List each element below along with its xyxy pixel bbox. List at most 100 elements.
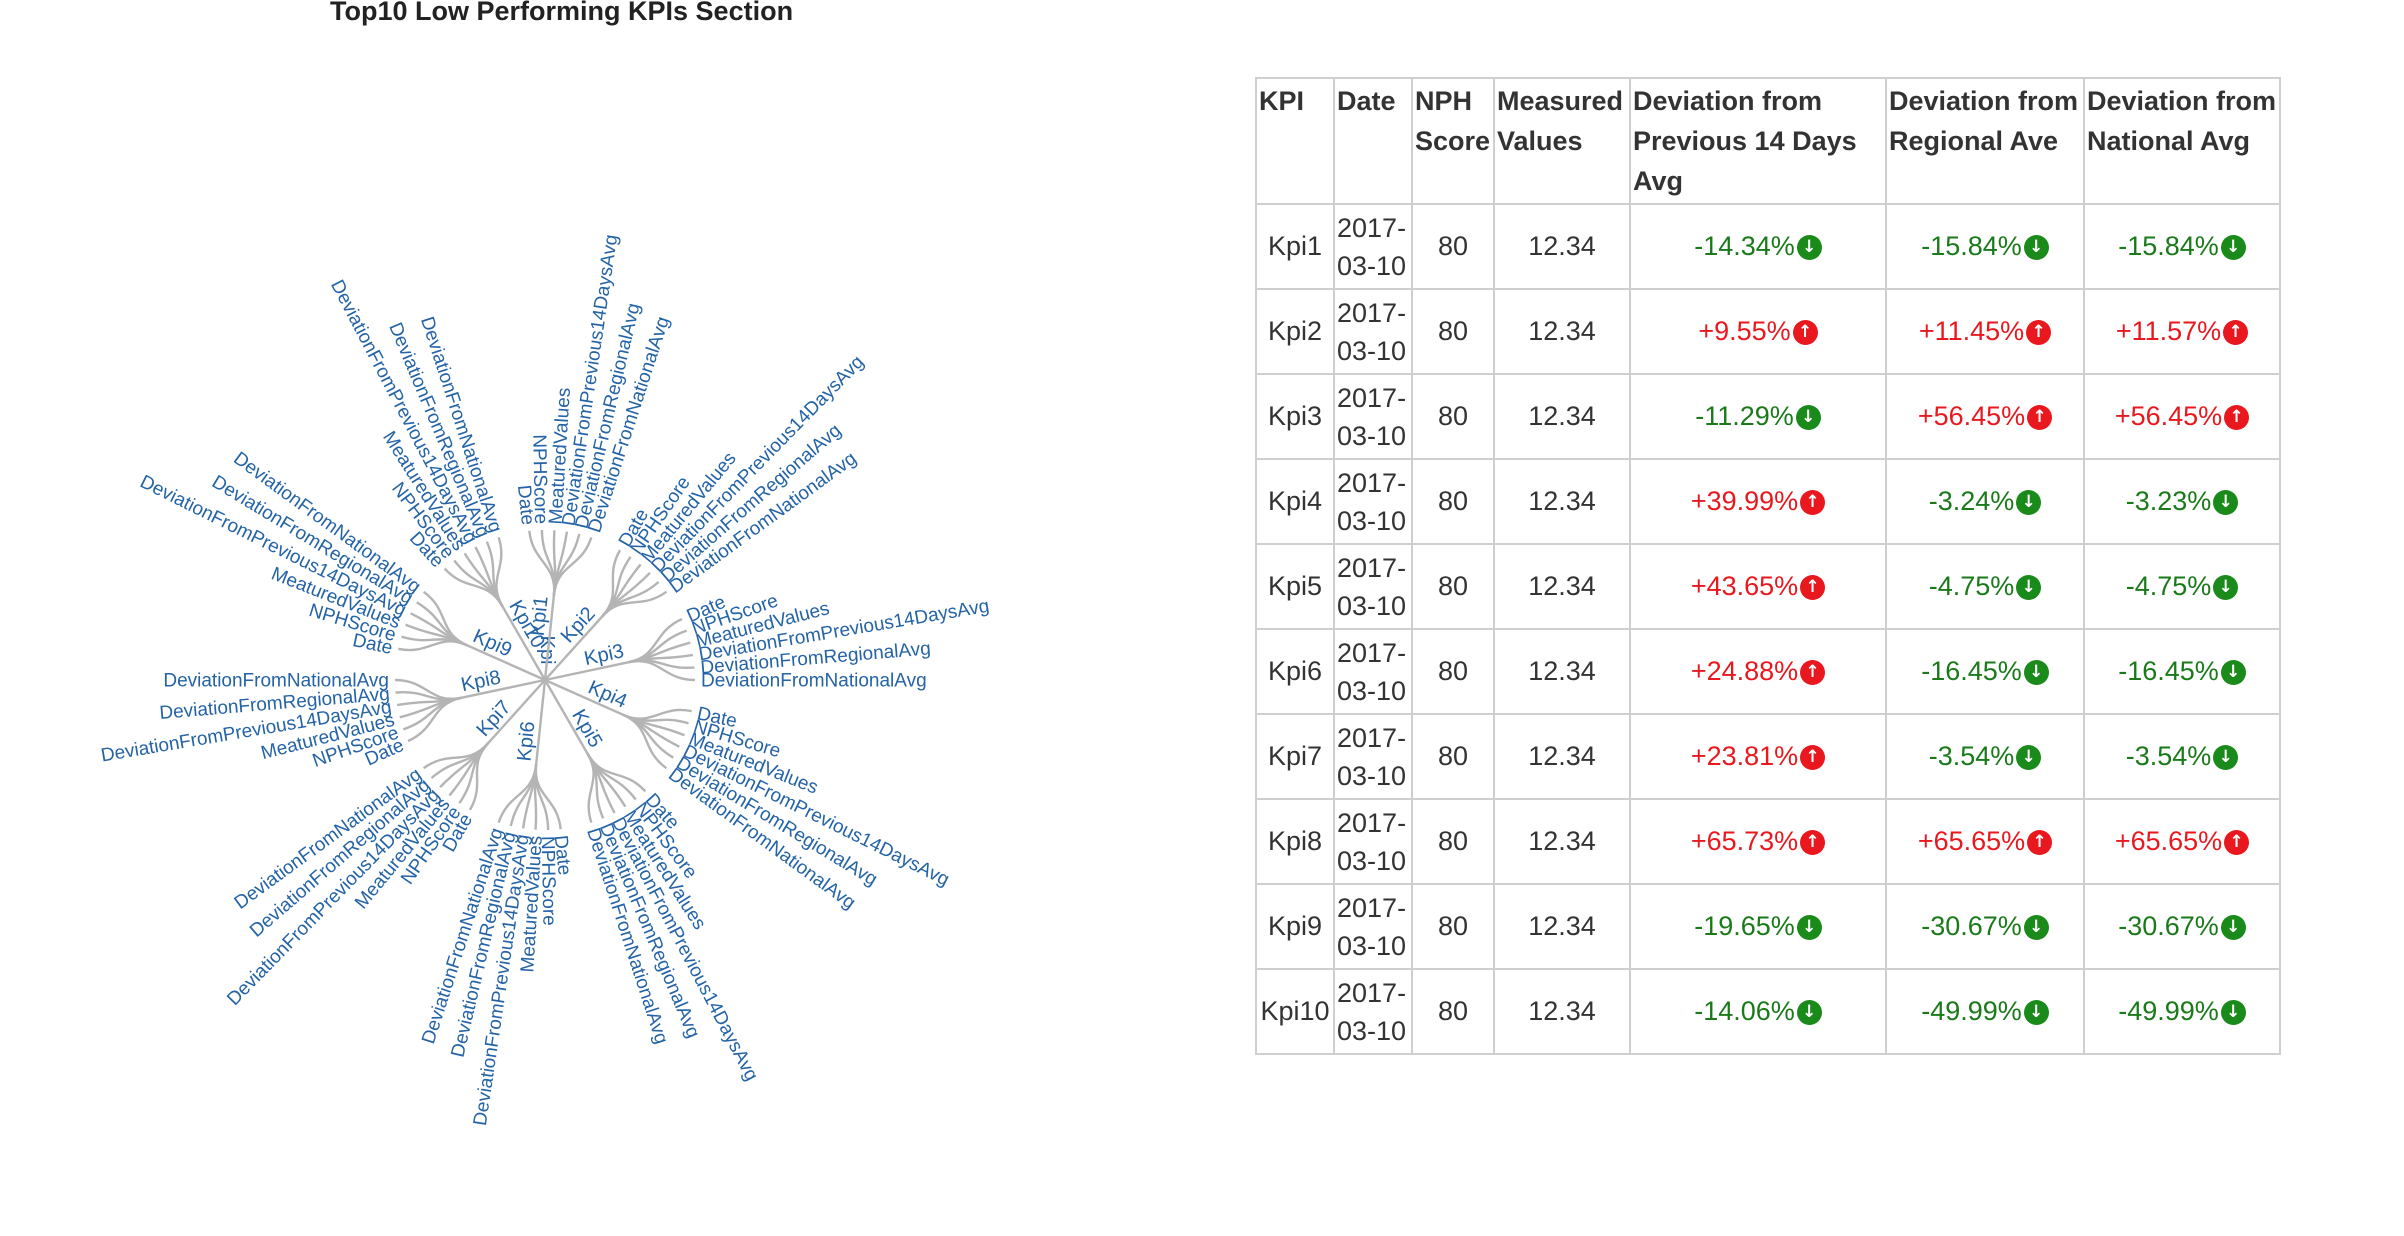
cell-nph-score: 80	[1411, 628, 1495, 715]
cell-nph-score: 80	[1411, 543, 1495, 630]
arrow-up-circle-icon: ↑	[1792, 320, 1818, 345]
date-part: 03-10	[1337, 760, 1407, 791]
cell-deviation-previous: +65.73% ↑	[1629, 798, 1887, 885]
cell-kpi: Kpi2	[1255, 288, 1335, 375]
cell-deviation-national: -15.84% ↓	[2083, 203, 2281, 290]
cell-kpi: Kpi8	[1255, 798, 1335, 885]
arrow-up-circle-icon: ↑	[1800, 490, 1826, 515]
cell-measured-values: 12.34	[1493, 628, 1631, 715]
date-part: 03-10	[1337, 420, 1407, 451]
deviation-value: +65.73%	[1690, 826, 1799, 856]
tree-kpi-label: Kpi3	[582, 640, 626, 670]
deviation-value: -3.23%	[2125, 486, 2212, 516]
table-row: Kpi9 2017- 03-10 80 12.34 -19.65% ↓ -30.67% ↓ -30…	[1255, 883, 2281, 970]
cell-nph-score: 80	[1411, 968, 1495, 1055]
cell-deviation-regional: +65.65% ↑	[1885, 798, 2085, 885]
tree-link	[495, 536, 504, 607]
arrow-up-circle-icon: ↑	[2224, 405, 2250, 430]
deviation-value: -14.34%	[1694, 231, 1795, 261]
tree-link	[458, 742, 490, 804]
deviation-value: -49.99%	[2118, 996, 2219, 1026]
date-part: 03-10	[1337, 930, 1407, 961]
tree-link	[586, 753, 595, 824]
cell-deviation-national: +56.45% ↑	[2083, 373, 2281, 460]
cell-deviation-previous: -14.06% ↓	[1629, 968, 1887, 1055]
date-part: 2017-	[1337, 467, 1407, 498]
cell-date: 2017- 03-10	[1333, 203, 1413, 290]
cell-deviation-national: -4.75% ↓	[2083, 543, 2281, 630]
arrow-down-circle-icon: ↓	[2213, 745, 2239, 770]
arrow-down-circle-icon: ↓	[2023, 915, 2049, 940]
tree-link	[453, 559, 504, 607]
cell-deviation-previous: -19.65% ↓	[1629, 883, 1887, 970]
deviation-value: +43.65%	[1690, 571, 1799, 601]
header-row: KPI Date NPH Score Measured Values Devia…	[1255, 77, 2281, 205]
cell-nph-score: 80	[1411, 373, 1495, 460]
arrow-up-circle-icon: ↑	[1800, 660, 1826, 685]
cell-kpi: Kpi10	[1255, 968, 1335, 1055]
cell-nph-score: 80	[1411, 203, 1495, 290]
cell-deviation-national: +11.57% ↑	[2083, 288, 2281, 375]
tree-link	[544, 678, 624, 716]
arrow-up-circle-icon: ↑	[1800, 575, 1826, 600]
cell-measured-values: 12.34	[1493, 458, 1631, 545]
cell-kpi: Kpi6	[1255, 628, 1335, 715]
cell-nph-score: 80	[1411, 288, 1495, 375]
cell-date: 2017- 03-10	[1333, 458, 1413, 545]
tree-link	[544, 661, 629, 682]
deviation-value: -19.65%	[1694, 911, 1795, 941]
deviation-value: -4.75%	[2125, 571, 2212, 601]
cell-deviation-regional: +11.45% ↑	[1885, 288, 2085, 375]
cell-kpi: Kpi7	[1255, 713, 1335, 800]
arrow-down-circle-icon: ↓	[2220, 235, 2246, 260]
cell-deviation-regional: -15.84% ↓	[1885, 203, 2085, 290]
tree-link	[509, 764, 538, 827]
date-part: 2017-	[1337, 722, 1407, 753]
cell-nph-score: 80	[1411, 458, 1495, 545]
cell-measured-values: 12.34	[1493, 713, 1631, 800]
date-part: 2017-	[1337, 382, 1407, 413]
tree-link	[552, 533, 581, 596]
cell-date: 2017- 03-10	[1333, 713, 1413, 800]
arrow-down-circle-icon: ↓	[1796, 1000, 1822, 1025]
tree-link	[422, 742, 490, 770]
date-part: 03-10	[1337, 845, 1407, 876]
date-part: 03-10	[1337, 250, 1407, 281]
arrow-up-circle-icon: ↑	[2027, 830, 2053, 855]
tree-link	[544, 616, 603, 681]
date-part: 2017-	[1337, 552, 1407, 583]
cell-deviation-national: -30.67% ↓	[2083, 883, 2281, 970]
tree-link	[627, 659, 696, 682]
tree-link	[497, 764, 538, 824]
deviation-value: -16.45%	[2118, 656, 2219, 686]
deviation-value: +39.99%	[1690, 486, 1799, 516]
cell-measured-values: 12.34	[1493, 373, 1631, 460]
arrow-down-circle-icon: ↓	[2220, 660, 2246, 685]
arrow-down-circle-icon: ↓	[2220, 1000, 2246, 1025]
deviation-value: +9.55%	[1698, 316, 1791, 346]
kpi-table: KPI Date NPH Score Measured Values Devia…	[1255, 77, 2281, 1055]
tree-link	[543, 679, 589, 755]
deviation-value: -14.06%	[1694, 996, 1795, 1026]
arrow-up-circle-icon: ↑	[2027, 405, 2053, 430]
deviation-value: -49.99%	[1921, 996, 2022, 1026]
table-row: Kpi7 2017- 03-10 80 12.34 +23.81% ↑ -3.54% ↓ -3.5…	[1255, 713, 2281, 800]
deviation-value: -4.75%	[1928, 571, 2015, 601]
cell-measured-values: 12.34	[1493, 798, 1631, 885]
deviation-value: +11.45%	[1918, 316, 2025, 346]
cell-deviation-regional: -3.24% ↓	[1885, 458, 2085, 545]
header-deviation-previous: Deviation from Previous 14 Days Avg	[1629, 77, 1887, 205]
tree-kpi-label: Kpi6	[513, 720, 539, 762]
deviation-value: -30.67%	[1921, 911, 2022, 941]
cell-deviation-previous: -11.29% ↓	[1629, 373, 1887, 460]
arrow-down-circle-icon: ↓	[2016, 745, 2042, 770]
deviation-value: -3.24%	[1928, 486, 2015, 516]
arrow-down-circle-icon: ↓	[2023, 235, 2049, 260]
arrow-down-circle-icon: ↓	[1796, 235, 1822, 260]
date-part: 2017-	[1337, 212, 1407, 243]
cell-date: 2017- 03-10	[1333, 968, 1413, 1055]
tree-leaf-label: DeviationFromNationalAvg	[163, 671, 389, 692]
tree-link	[422, 590, 468, 647]
cell-deviation-previous: +43.65% ↑	[1629, 543, 1887, 630]
tree-kpi-label: Kpi8	[459, 666, 503, 696]
